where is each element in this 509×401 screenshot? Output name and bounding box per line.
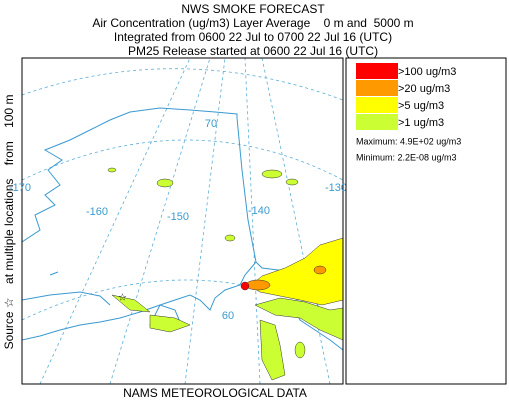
legend-swatch [356, 80, 398, 96]
legend-label: >100 ug/m3 [398, 66, 456, 78]
legend-label: >20 ug/m3 [398, 83, 450, 95]
legend-label: >5 ug/m3 [398, 100, 444, 112]
longitude-label: -130 [325, 182, 347, 194]
legend-maximum: Maximum: 4.9E+02 ug/m3 [356, 136, 461, 146]
legend-swatch [356, 97, 398, 113]
source-marker: ☆ [118, 293, 127, 304]
longitude-label: -170 [9, 182, 31, 194]
map-frame [21, 57, 344, 385]
legend-swatch [356, 63, 398, 79]
footer: NAMS METEOROLOGICAL DATA [123, 386, 307, 400]
latitude-label: 60 [222, 310, 234, 322]
legend-swatch [356, 114, 398, 130]
map: ☆ -170 -160 -150 -140 -130 70 60 [9, 57, 347, 385]
latitude-label: 70 [205, 118, 217, 130]
legend-label: >1 ug/m3 [398, 117, 444, 129]
longitude-label: -160 [86, 206, 108, 218]
subtitle-line: Air Concentration (ug/m3) Layer Average … [92, 16, 413, 30]
legend: Maximum: 4.9E+02 ug/m3 Minimum: 2.2E-08 … [345, 57, 507, 385]
source-label: Source ☆ at multiple locations from 100 … [2, 95, 16, 350]
title: NWS SMOKE FORECAST [181, 2, 325, 16]
longitude-label: -150 [167, 211, 189, 223]
longitude-label: -140 [248, 205, 270, 217]
legend-minimum: Minimum: 2.2E-08 ug/m3 [356, 152, 457, 162]
subtitle-line: Integrated from 0600 22 Jul to 0700 22 J… [114, 30, 392, 44]
subtitle-line: PM25 Release started at 0600 22 Jul 16 (… [128, 44, 378, 58]
